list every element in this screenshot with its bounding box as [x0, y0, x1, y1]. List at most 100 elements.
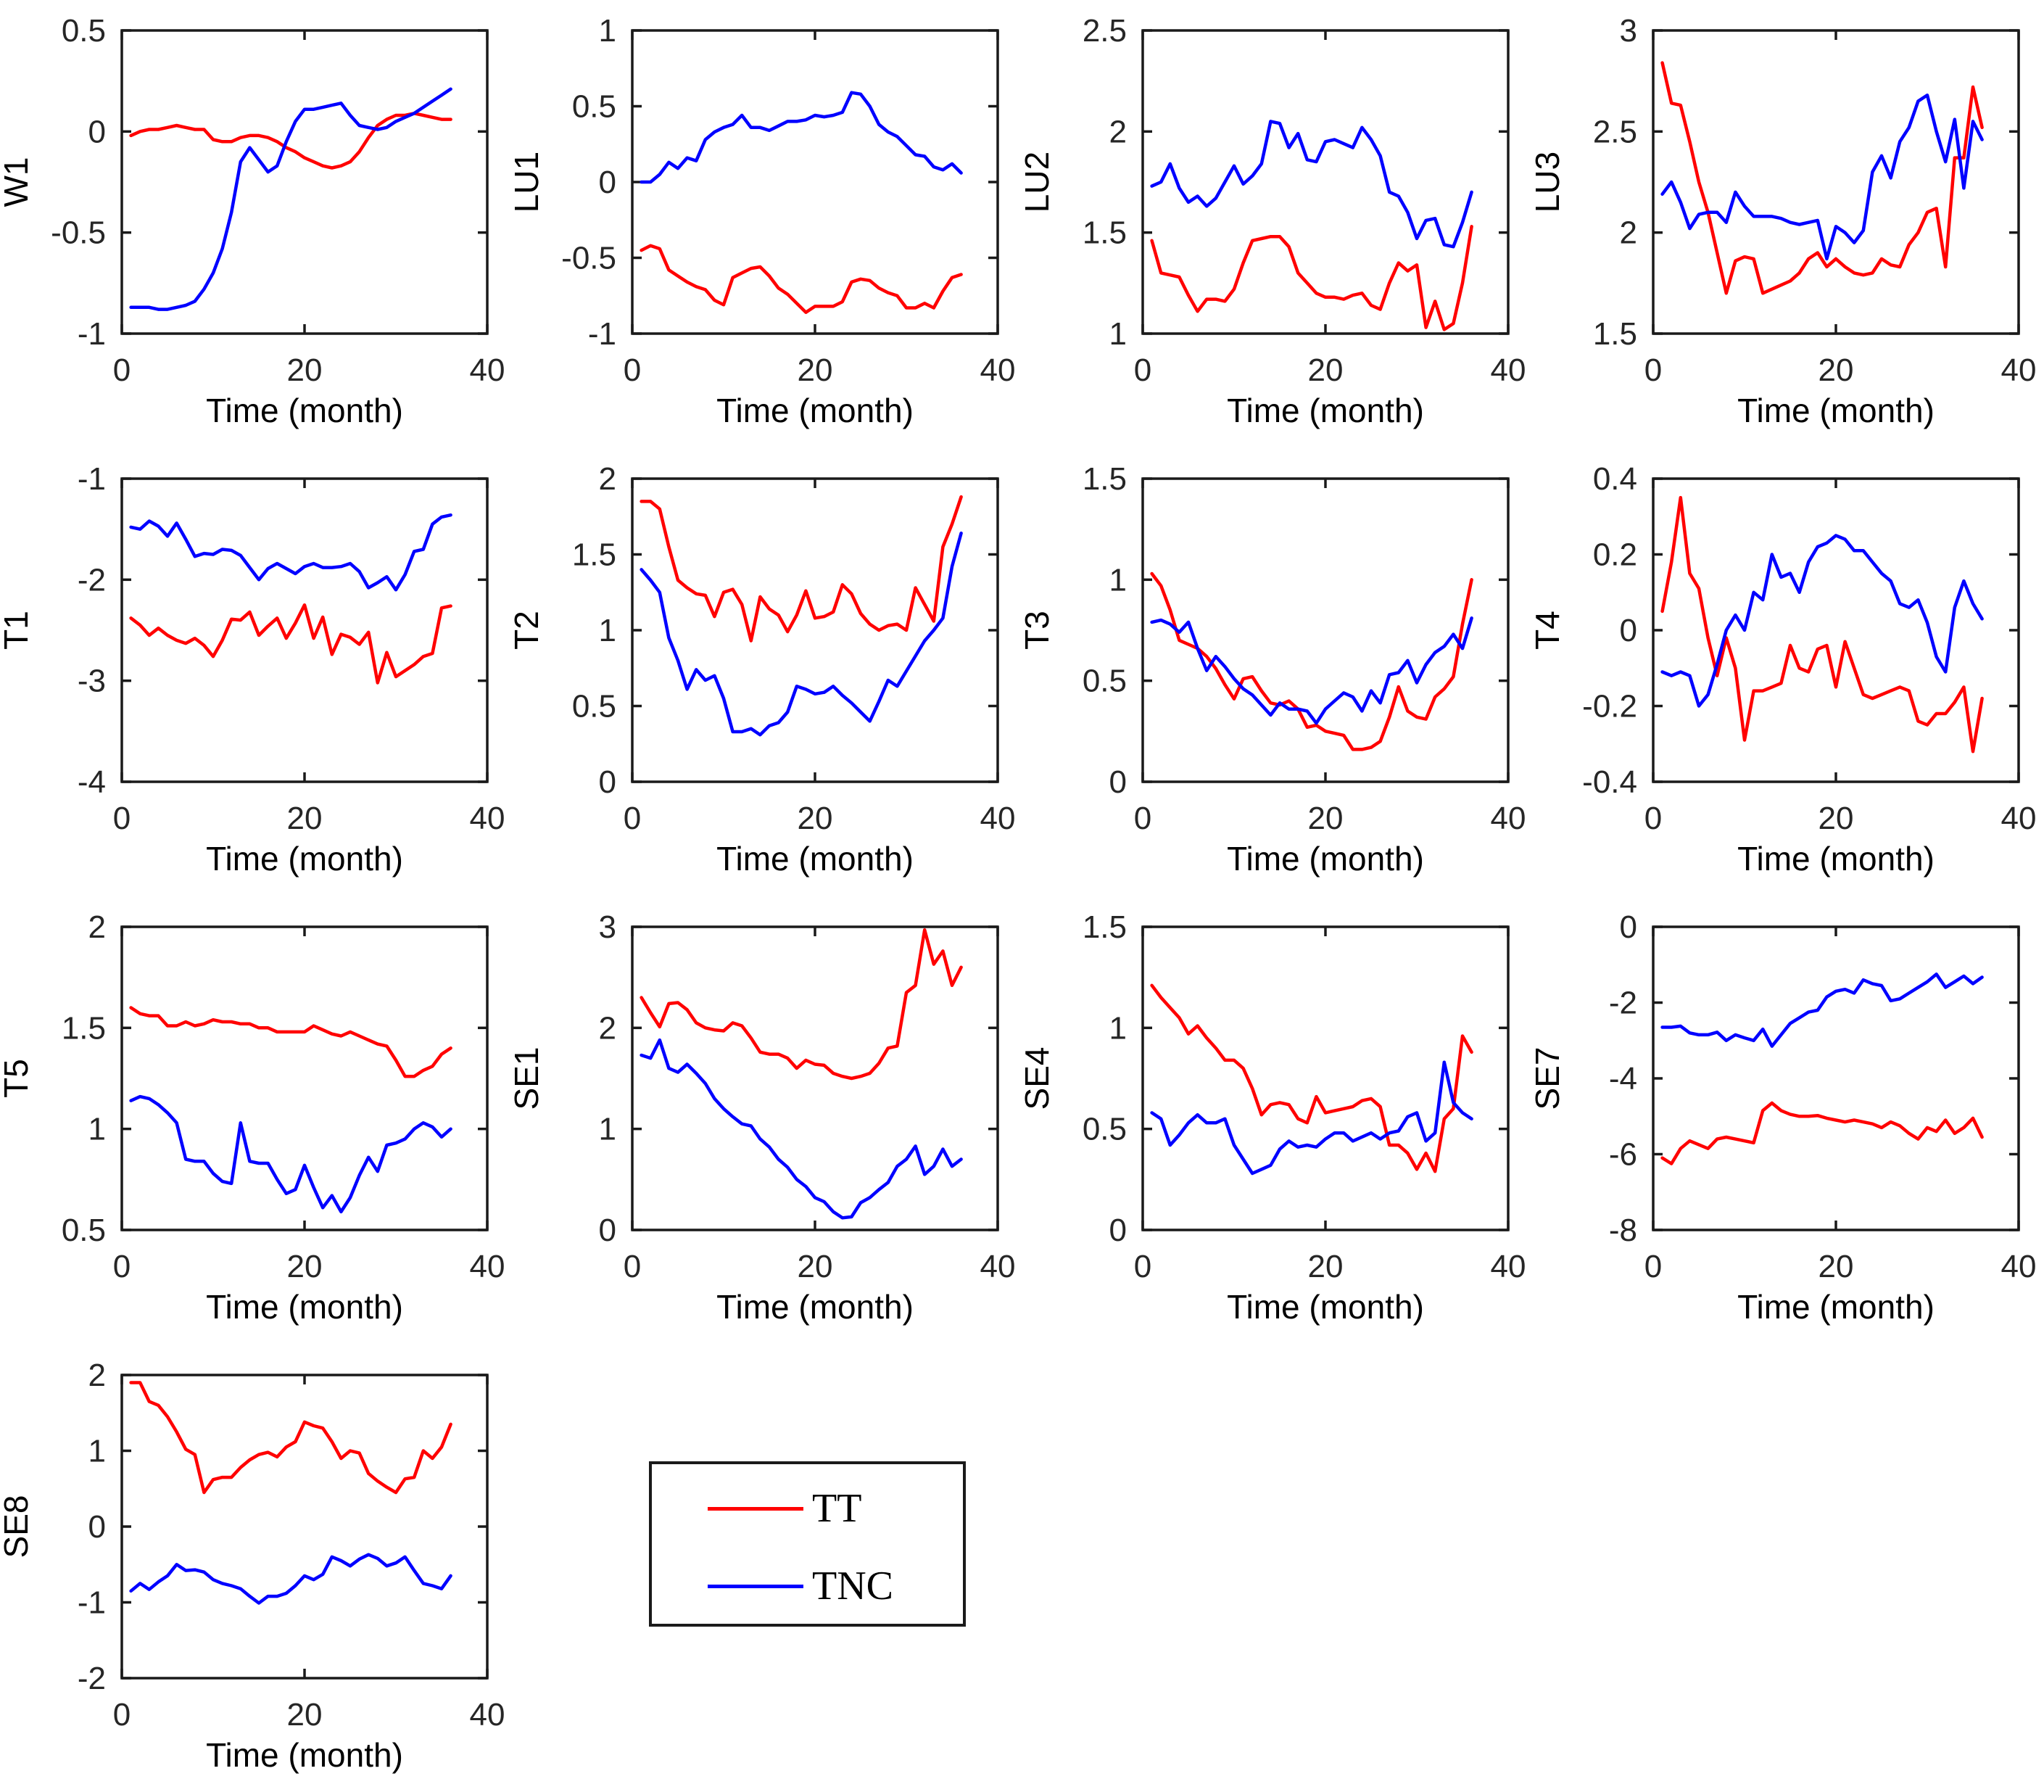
- y-tick-label: 0: [1620, 613, 1637, 648]
- y-tick-label: -6: [1609, 1137, 1637, 1173]
- y-axis-label: LU2: [1018, 152, 1056, 212]
- y-tick-label: -4: [78, 764, 106, 800]
- series-TNC: [129, 513, 452, 592]
- y-axis-label: T5: [0, 1059, 35, 1098]
- x-tick-label: 20: [287, 352, 323, 388]
- x-tick-label: 20: [287, 1697, 323, 1733]
- y-tick-label: 1: [1109, 1010, 1127, 1046]
- series-TT: [640, 244, 963, 314]
- y-tick-label: 0: [1109, 764, 1127, 800]
- x-tick-label: 0: [624, 352, 641, 388]
- y-tick-label: 2: [1620, 215, 1637, 251]
- y-axis-label: T2: [508, 611, 545, 650]
- y-tick-label: 1.5: [1083, 461, 1127, 497]
- x-tick-label: 40: [980, 1249, 1016, 1284]
- subplot-LU1: 0 20 40 -1 -0.5 0 0.5 1 Time (month) LU1: [508, 13, 1015, 429]
- x-tick-label: 20: [287, 801, 323, 836]
- series-TT: [129, 1381, 452, 1495]
- x-tick-label: 0: [113, 1249, 131, 1284]
- y-axis-label: T1: [0, 611, 35, 650]
- series-TT: [129, 603, 452, 685]
- subplot-T3: 0 20 40 0 0.5 1 1.5 Time (month) T3: [1018, 461, 1526, 878]
- x-tick-label: 20: [798, 801, 833, 836]
- x-axis-label: Time (month): [716, 840, 914, 878]
- y-tick-label: 1: [599, 1112, 616, 1147]
- y-tick-label: -1: [78, 461, 106, 497]
- y-tick-label: 0: [599, 764, 616, 800]
- series-TT: [129, 1006, 452, 1078]
- y-tick-label: 0: [1620, 909, 1637, 945]
- y-tick-label: 0.4: [1593, 461, 1637, 497]
- series-TNC: [1660, 973, 1984, 1048]
- subplot-W1: 0 20 40 -1 -0.5 0 0.5 Time (month) W1: [0, 13, 505, 429]
- y-tick-label: 0.5: [1083, 664, 1127, 699]
- y-tick-label: 0: [88, 114, 106, 149]
- y-tick-label: -0.5: [561, 241, 616, 276]
- y-tick-label: 1.5: [1593, 316, 1637, 352]
- y-axis-label: SE8: [0, 1495, 35, 1558]
- x-tick-label: 40: [1491, 352, 1526, 388]
- y-tick-label: -2: [1609, 986, 1637, 1021]
- series-TNC: [640, 531, 963, 737]
- subplot-LU3: 0 20 40 1.5 2 2.5 3 Time (month) LU3: [1528, 13, 2036, 429]
- legend-line-tnc-icon: [708, 1584, 803, 1588]
- y-axis-label: SE1: [508, 1047, 545, 1110]
- series-TT: [1660, 61, 1984, 295]
- y-tick-label: -2: [78, 1661, 106, 1696]
- legend-label-tnc: TNC: [812, 1564, 893, 1609]
- subplot-SE7: 0 20 40 -8 -6 -4 -2 0 Time (month) SE7: [1528, 909, 2036, 1326]
- x-axis-label: Time (month): [206, 1288, 403, 1326]
- y-tick-label: -2: [78, 562, 106, 598]
- legend-item-tnc: TNC: [708, 1564, 893, 1609]
- y-tick-label: 0.5: [62, 1213, 106, 1248]
- x-tick-label: 20: [1819, 801, 1854, 836]
- x-axis-label: Time (month): [716, 392, 914, 429]
- y-tick-label: 0: [599, 165, 616, 200]
- x-tick-label: 20: [1308, 1249, 1344, 1284]
- x-axis-label: Time (month): [1227, 392, 1424, 429]
- x-tick-label: 20: [1819, 1249, 1854, 1284]
- series-TT: [640, 928, 963, 1081]
- series-TNC: [129, 1553, 452, 1605]
- x-tick-label: 0: [624, 1249, 641, 1284]
- x-tick-label: 40: [470, 352, 505, 388]
- y-tick-label: 1.5: [1083, 909, 1127, 945]
- x-tick-label: 40: [2001, 801, 2037, 836]
- series-TNC: [640, 1038, 963, 1220]
- y-tick-label: 2: [599, 461, 616, 497]
- y-tick-label: 2: [1109, 114, 1127, 149]
- series-TT: [1150, 983, 1473, 1173]
- x-tick-label: 40: [980, 352, 1016, 388]
- series-TNC: [1150, 616, 1473, 725]
- y-axis-label: T3: [1018, 611, 1056, 650]
- axes-box: [1652, 925, 2020, 1231]
- series-TNC: [1150, 1060, 1473, 1176]
- x-tick-label: 0: [113, 352, 131, 388]
- subplot-SE8: 0 20 40 -2 -1 0 1 2 Time (month) SE8: [0, 1358, 505, 1774]
- y-tick-label: -1: [588, 316, 616, 352]
- series-TNC: [1150, 120, 1473, 249]
- y-tick-label: 2.5: [1593, 114, 1637, 149]
- y-tick-label: 0.5: [1083, 1112, 1127, 1147]
- x-tick-label: 0: [1134, 352, 1151, 388]
- x-tick-label: 0: [1134, 1249, 1151, 1284]
- x-tick-label: 20: [798, 1249, 833, 1284]
- y-tick-label: 0: [88, 1509, 106, 1545]
- y-tick-label: 0.5: [62, 13, 106, 49]
- subplot-T1: 0 20 40 -4 -3 -2 -1 Time (month) T1: [0, 461, 505, 878]
- y-tick-label: 1: [88, 1112, 106, 1147]
- y-axis-label: LU3: [1528, 152, 1566, 212]
- y-tick-label: 1: [88, 1434, 106, 1469]
- x-tick-label: 0: [1644, 1249, 1662, 1284]
- axes-box: [1141, 477, 1510, 783]
- axes-box: [120, 29, 489, 335]
- y-tick-label: -0.2: [1582, 689, 1637, 724]
- x-tick-label: 20: [798, 352, 833, 388]
- x-tick-label: 0: [1644, 801, 1662, 836]
- x-tick-label: 40: [980, 801, 1016, 836]
- series-TNC: [640, 91, 963, 184]
- x-tick-label: 40: [470, 801, 505, 836]
- y-tick-label: -3: [78, 664, 106, 699]
